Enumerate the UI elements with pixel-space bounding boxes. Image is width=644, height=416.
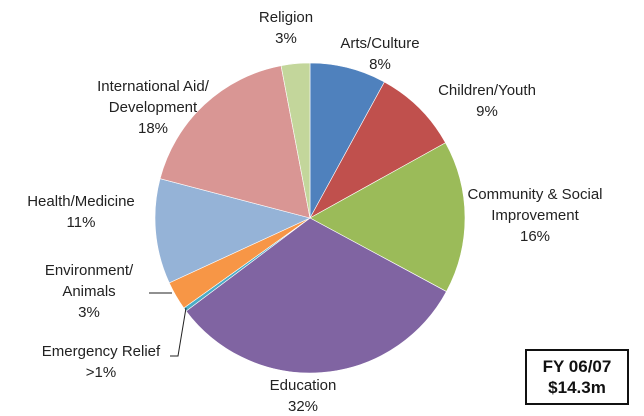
slice-label: Health/Medicine 11% xyxy=(27,193,135,231)
slice-percent: 32% xyxy=(288,398,318,415)
slice-category: Improvement xyxy=(491,207,579,224)
slice-label: Education 32% xyxy=(270,377,337,415)
slice-percent: >1% xyxy=(86,364,116,381)
pie-slice-international-aid xyxy=(159,65,311,219)
slice-percent: 3% xyxy=(78,304,100,321)
slice-percent: 18% xyxy=(138,120,168,137)
slice-category: International Aid/ xyxy=(97,78,210,95)
slice-category: Children/Youth xyxy=(438,82,536,99)
slice-category: Community & Social xyxy=(467,186,602,203)
pie-slice-religion xyxy=(280,62,311,219)
fiscal-year-box: FY 06/07 $14.3m xyxy=(525,349,629,405)
slice-category: Arts/Culture xyxy=(340,35,419,52)
slice-percent: 9% xyxy=(476,103,498,120)
fiscal-total-label: $14.3m xyxy=(548,378,606,397)
pie-slice-education xyxy=(185,217,447,374)
slice-category: Religion xyxy=(259,9,313,26)
slice-label: Environment/Animals 3% xyxy=(45,262,134,321)
fiscal-year-label: FY 06/07 xyxy=(542,357,612,376)
slice-category: Emergency Relief xyxy=(42,343,161,360)
slice-percent: 11% xyxy=(67,214,96,231)
slice-category: Health/Medicine xyxy=(27,193,135,210)
pie-slice-community-social xyxy=(309,142,466,292)
leader-line xyxy=(170,307,187,357)
slice-label: Community & Social Improvement 16% xyxy=(467,186,602,245)
pie-slice-children-youth xyxy=(309,81,446,219)
slice-label: Emergency Relief >1% xyxy=(42,343,161,381)
slice-label: Children/Youth 9% xyxy=(438,82,536,120)
slice-label: Religion 3% xyxy=(259,9,313,47)
slice-label: Arts/Culture 8% xyxy=(340,35,419,73)
slice-percent: 3% xyxy=(275,30,297,47)
slice-category: Animals xyxy=(62,283,115,300)
slice-category: Education xyxy=(270,377,337,394)
slice-percent: 8% xyxy=(369,56,391,73)
slice-label: International Aid/Development 18% xyxy=(97,78,210,137)
slice-category: Environment/ xyxy=(45,262,134,279)
slice-percent: 16% xyxy=(520,228,550,245)
pie-slice-health-medicine xyxy=(154,178,311,284)
slice-category: Development xyxy=(109,99,198,116)
